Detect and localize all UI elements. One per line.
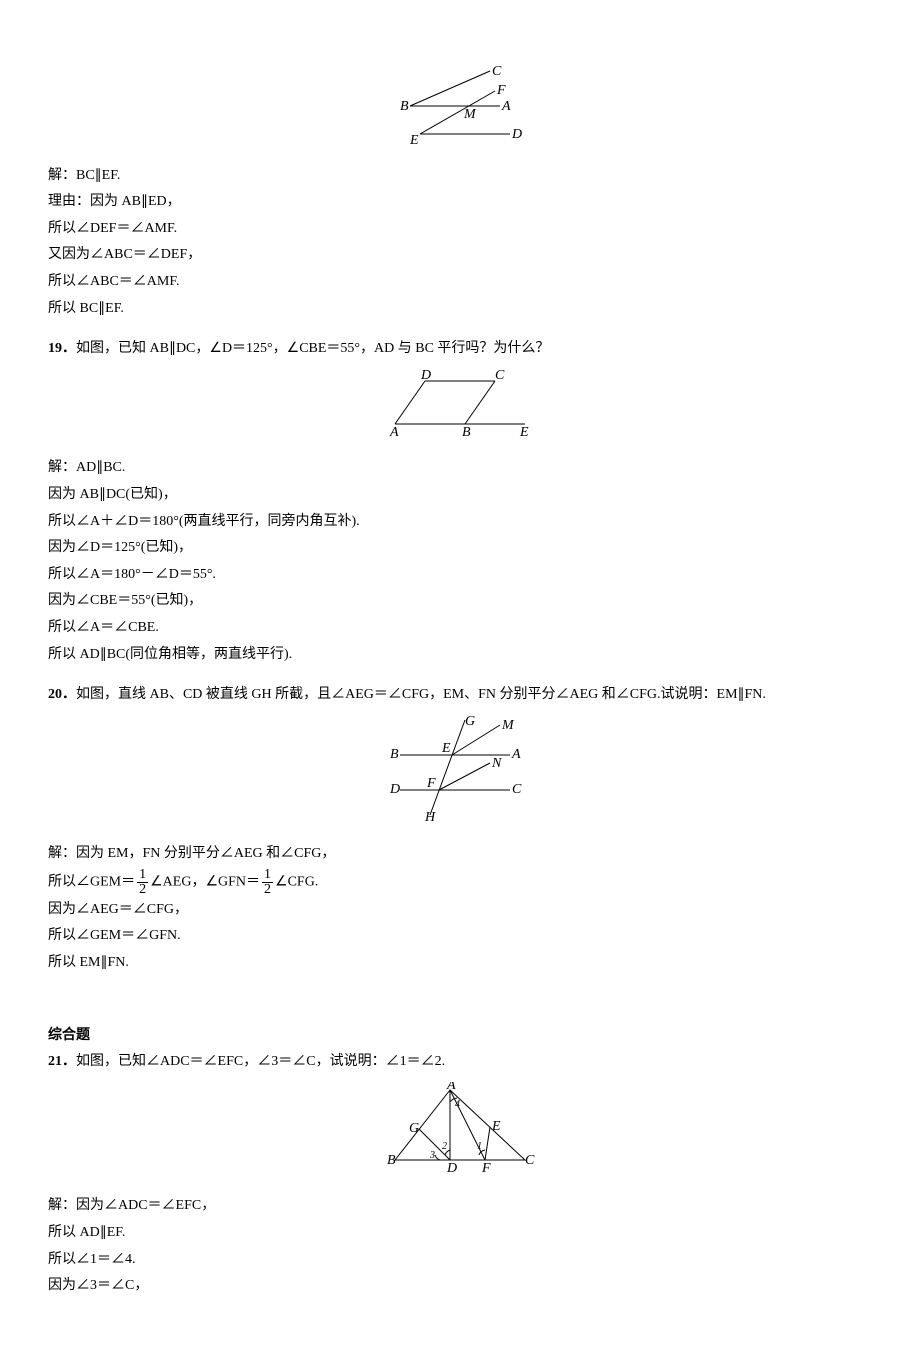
label-B: B [390,747,399,762]
label-A: A [501,99,511,114]
sol18-l1: 解：BC∥EF. [48,163,872,190]
sol19-l7: 所以∠A＝∠CBE. [48,615,872,642]
label-3: 3 [429,1150,435,1161]
label-N: N [491,756,502,771]
sol20-l4: 所以∠GEM＝∠GFN. [48,923,872,950]
label-C: C [492,66,502,79]
sol18-l6: 所以 BC∥EF. [48,296,872,323]
sol18-l3: 所以∠DEF＝∠AMF. [48,216,872,243]
q21-num: 21． [48,1054,76,1069]
label-D: D [389,782,400,797]
label-E: E [519,425,529,439]
sol19-l4: 因为∠D＝125°(已知)， [48,535,872,562]
figure-18: B C F A M E D [48,66,872,157]
sol18-l4: 又因为∠ABC＝∠DEF， [48,242,872,269]
figure-21-svg: A 4 G E 2 1 B 3 D F C [375,1082,545,1177]
sol19-l8: 所以 AD∥BC(同位角相等，两直线平行). [48,642,872,669]
sol20-l3: 因为∠AEG＝∠CFG， [48,897,872,924]
figure-18-svg: B C F A M E D [380,66,540,146]
label-H: H [424,810,436,825]
label-4: 4 [455,1099,460,1110]
sol20-l5: 所以 EM∥FN. [48,950,872,977]
q19-text: 如图，已知 AB∥DC，∠D＝125°，∠CBE＝55°，AD 与 BC 平行吗… [76,341,549,356]
q20-num: 20． [48,687,76,702]
label-G: G [465,715,475,729]
label-D: D [511,127,522,142]
label-2: 2 [442,1141,447,1152]
sol20-l2: 所以∠GEM＝12∠AEG，∠GFN＝12∠CFG. [48,868,872,897]
sol21-l4: 因为∠3＝∠C， [48,1273,872,1300]
label-G: G [409,1121,419,1136]
q21-text: 如图，已知∠ADC＝∠EFC，∠3＝∠C，试说明：∠1＝∠2. [76,1054,445,1069]
label-A: A [389,425,399,439]
figure-20: G M B E A N D F C H [48,715,872,836]
label-B: B [387,1153,396,1168]
label-1: 1 [477,1141,482,1152]
fraction-half-1: 12 [137,868,148,897]
q20-text: 如图，直线 AB、CD 被直线 GH 所截，且∠AEG＝∠CFG，EM、FN 分… [76,687,766,702]
label-E: E [441,741,451,756]
label-E: E [491,1119,501,1134]
label-E: E [409,133,419,146]
sol18-l2: 理由：因为 AB∥ED， [48,189,872,216]
figure-20-svg: G M B E A N D F C H [375,715,545,825]
label-C: C [525,1153,535,1168]
section-heading: 综合题 [48,1023,872,1050]
label-C: C [495,369,505,383]
label-F: F [481,1161,491,1176]
sol19-l3: 所以∠A＋∠D＝180°(两直线平行，同旁内角互补). [48,509,872,536]
sol21-l3: 所以∠1＝∠4. [48,1247,872,1274]
figure-19-svg: D C A B E [375,369,545,439]
sol20-l1: 解：因为 EM，FN 分别平分∠AEG 和∠CFG， [48,841,872,868]
label-B: B [400,99,409,114]
figure-19: D C A B E [48,369,872,450]
label-M: M [501,718,515,733]
label-B: B [462,425,471,439]
label-F: F [426,776,436,791]
sol19-l6: 因为∠CBE＝55°(已知)， [48,588,872,615]
sol21-l2: 所以 AD∥EF. [48,1220,872,1247]
label-A: A [511,747,521,762]
sol19-l5: 所以∠A＝180°－∠D＝55°. [48,562,872,589]
q19-num: 19． [48,341,76,356]
sol18-l5: 所以∠ABC＝∠AMF. [48,269,872,296]
label-F: F [496,83,506,98]
label-A: A [446,1082,456,1093]
label-D: D [446,1161,457,1176]
q20: 20．如图，直线 AB、CD 被直线 GH 所截，且∠AEG＝∠CFG，EM、F… [48,682,872,709]
sol21-l1: 解：因为∠ADC＝∠EFC， [48,1193,872,1220]
sol19-l2: 因为 AB∥DC(已知)， [48,482,872,509]
sol19-l1: 解：AD∥BC. [48,455,872,482]
q21: 21．如图，已知∠ADC＝∠EFC，∠3＝∠C，试说明：∠1＝∠2. [48,1049,872,1076]
figure-21: A 4 G E 2 1 B 3 D F C [48,1082,872,1188]
q19: 19．如图，已知 AB∥DC，∠D＝125°，∠CBE＝55°，AD 与 BC … [48,336,872,363]
label-M: M [463,107,477,122]
label-C: C [512,782,522,797]
fraction-half-2: 12 [262,868,273,897]
label-D: D [420,369,431,383]
